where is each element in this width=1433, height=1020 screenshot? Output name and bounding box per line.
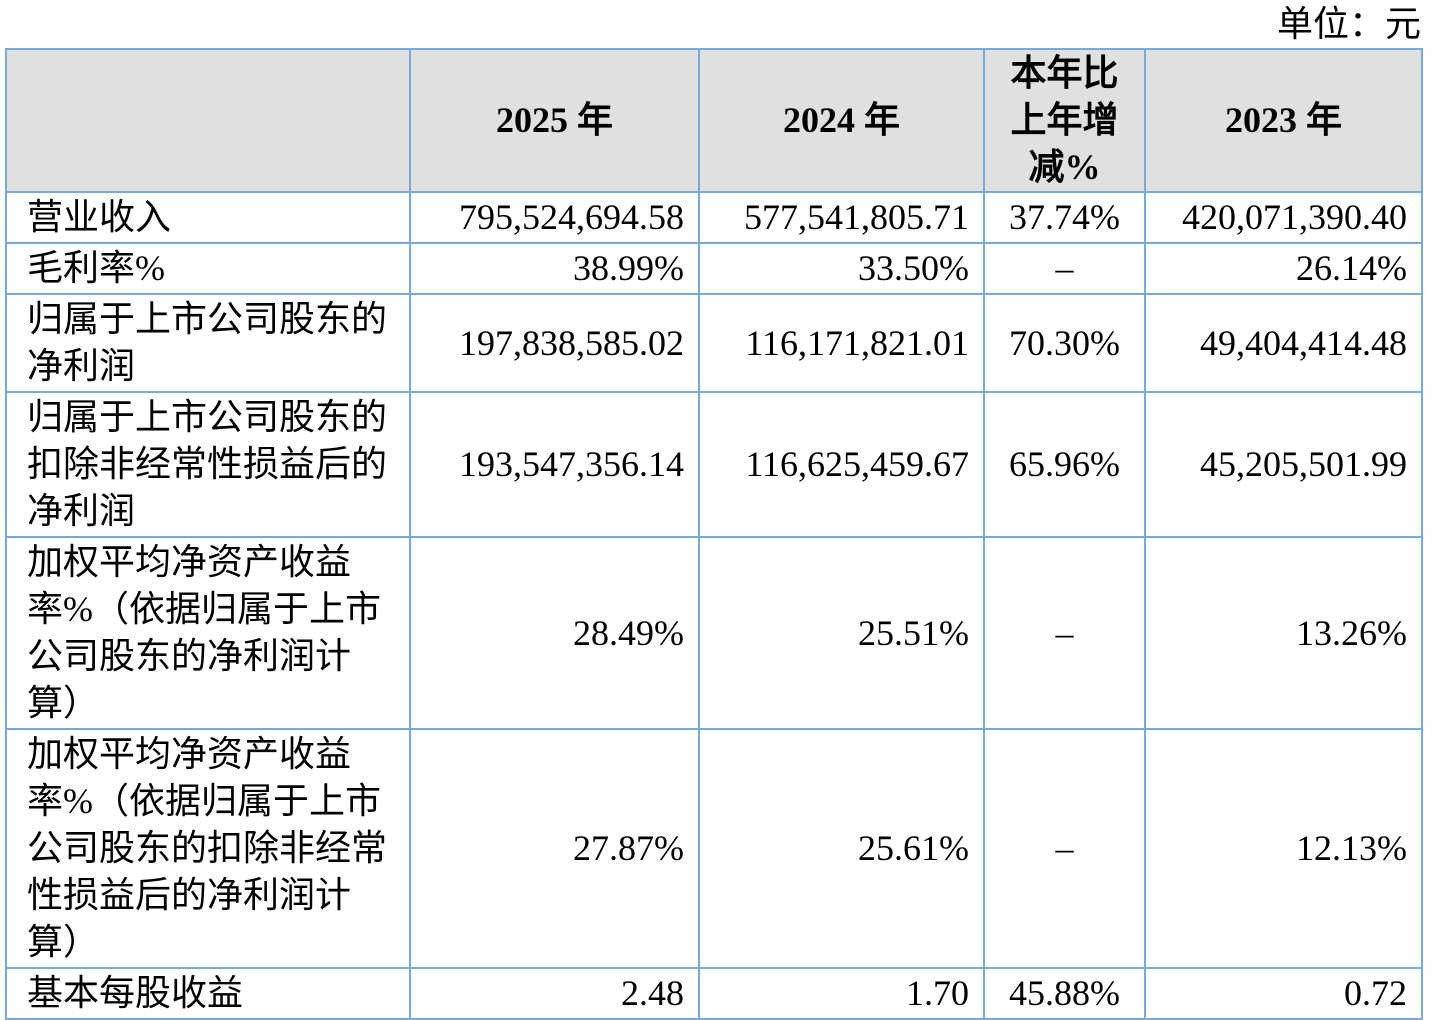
cell-2025: 27.87% xyxy=(409,728,700,969)
table-row-gross-margin: 毛利率% 38.99% 33.50% – 26.14% xyxy=(5,242,1423,295)
cell-2024: 33.50% xyxy=(698,242,985,295)
row-label: 归属于上市公司股东的净利润 xyxy=(5,293,411,393)
column-header-2023: 2023 年 xyxy=(1144,48,1423,193)
table-row-weighted-roe: 加权平均净资产收益率%（依据归属于上市公司股东的净利润计算） 28.49% 25… xyxy=(5,536,1423,730)
column-header-yoy: 本年比上年增减% xyxy=(983,48,1146,193)
table-row-weighted-roe-deducted: 加权平均净资产收益率%（依据归属于上市公司股东的扣除非经常性损益后的净利润计算）… xyxy=(5,728,1423,969)
row-label: 基本每股收益 xyxy=(5,967,411,1020)
cell-yoy: 70.30% xyxy=(983,293,1146,393)
cell-yoy: 65.96% xyxy=(983,391,1146,538)
cell-2023: 49,404,414.48 xyxy=(1144,293,1423,393)
cell-2025: 193,547,356.14 xyxy=(409,391,700,538)
cell-yoy: – xyxy=(983,728,1146,969)
cell-2023: 12.13% xyxy=(1144,728,1423,969)
column-header-metric xyxy=(5,48,411,193)
cell-2023: 420,071,390.40 xyxy=(1144,191,1423,244)
cell-2024: 116,625,459.67 xyxy=(698,391,985,538)
cell-2023: 0.72 xyxy=(1144,967,1423,1020)
cell-2025: 795,524,694.58 xyxy=(409,191,700,244)
cell-2025: 197,838,585.02 xyxy=(409,293,700,393)
cell-2023: 45,205,501.99 xyxy=(1144,391,1423,538)
cell-yoy: 37.74% xyxy=(983,191,1146,244)
cell-2024: 577,541,805.71 xyxy=(698,191,985,244)
cell-2025: 2.48 xyxy=(409,967,700,1020)
cell-yoy: 45.88% xyxy=(983,967,1146,1020)
table-row-net-profit: 归属于上市公司股东的净利润 197,838,585.02 116,171,821… xyxy=(5,293,1423,393)
table-row-operating-revenue: 营业收入 795,524,694.58 577,541,805.71 37.74… xyxy=(5,191,1423,244)
row-label: 加权平均净资产收益率%（依据归属于上市公司股东的扣除非经常性损益后的净利润计算） xyxy=(5,728,411,969)
cell-2024: 1.70 xyxy=(698,967,985,1020)
cell-2024: 116,171,821.01 xyxy=(698,293,985,393)
column-header-2025: 2025 年 xyxy=(409,48,700,193)
financial-summary-table: 2025 年 2024 年 本年比上年增减% 2023 年 营业收入 795,5… xyxy=(5,48,1423,1020)
table-row-basic-eps: 基本每股收益 2.48 1.70 45.88% 0.72 xyxy=(5,967,1423,1020)
cell-yoy: – xyxy=(983,536,1146,730)
cell-2024: 25.61% xyxy=(698,728,985,969)
row-label: 营业收入 xyxy=(5,191,411,244)
row-label: 加权平均净资产收益率%（依据归属于上市公司股东的净利润计算） xyxy=(5,536,411,730)
unit-label: 单位：元 xyxy=(1276,4,1421,44)
column-header-2024: 2024 年 xyxy=(698,48,985,193)
table-header-row: 2025 年 2024 年 本年比上年增减% 2023 年 xyxy=(5,48,1423,193)
cell-yoy: – xyxy=(983,242,1146,295)
cell-2023: 26.14% xyxy=(1144,242,1423,295)
cell-2024: 25.51% xyxy=(698,536,985,730)
cell-2025: 38.99% xyxy=(409,242,700,295)
row-label: 归属于上市公司股东的扣除非经常性损益后的净利润 xyxy=(5,391,411,538)
cell-2025: 28.49% xyxy=(409,536,700,730)
table-row-net-profit-deducted: 归属于上市公司股东的扣除非经常性损益后的净利润 193,547,356.14 1… xyxy=(5,391,1423,538)
row-label: 毛利率% xyxy=(5,242,411,295)
cell-2023: 13.26% xyxy=(1144,536,1423,730)
